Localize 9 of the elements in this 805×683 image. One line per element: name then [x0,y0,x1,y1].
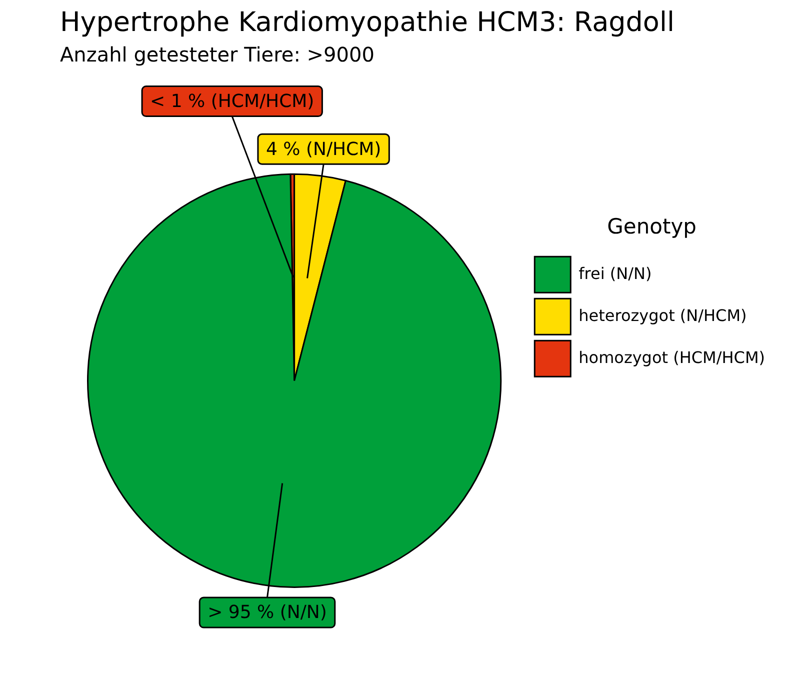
legend-label: heterozygot (N/HCM) [578,306,747,325]
chart-title: Hypertrophe Kardiomyopathie HCM3: Ragdoll [60,7,674,38]
legend-label: homozygot (HCM/HCM) [578,348,766,367]
data-label: 4 % (N/HCM) [266,138,382,160]
chart-subtitle: Anzahl getesteter Tiere: >9000 [60,42,374,67]
legend-title: Genotyp [607,214,696,238]
legend-label: frei (N/N) [578,264,652,283]
data-label: < 1 % (HCM/HCM) [150,90,314,112]
data-label: > 95 % (N/N) [208,602,327,624]
